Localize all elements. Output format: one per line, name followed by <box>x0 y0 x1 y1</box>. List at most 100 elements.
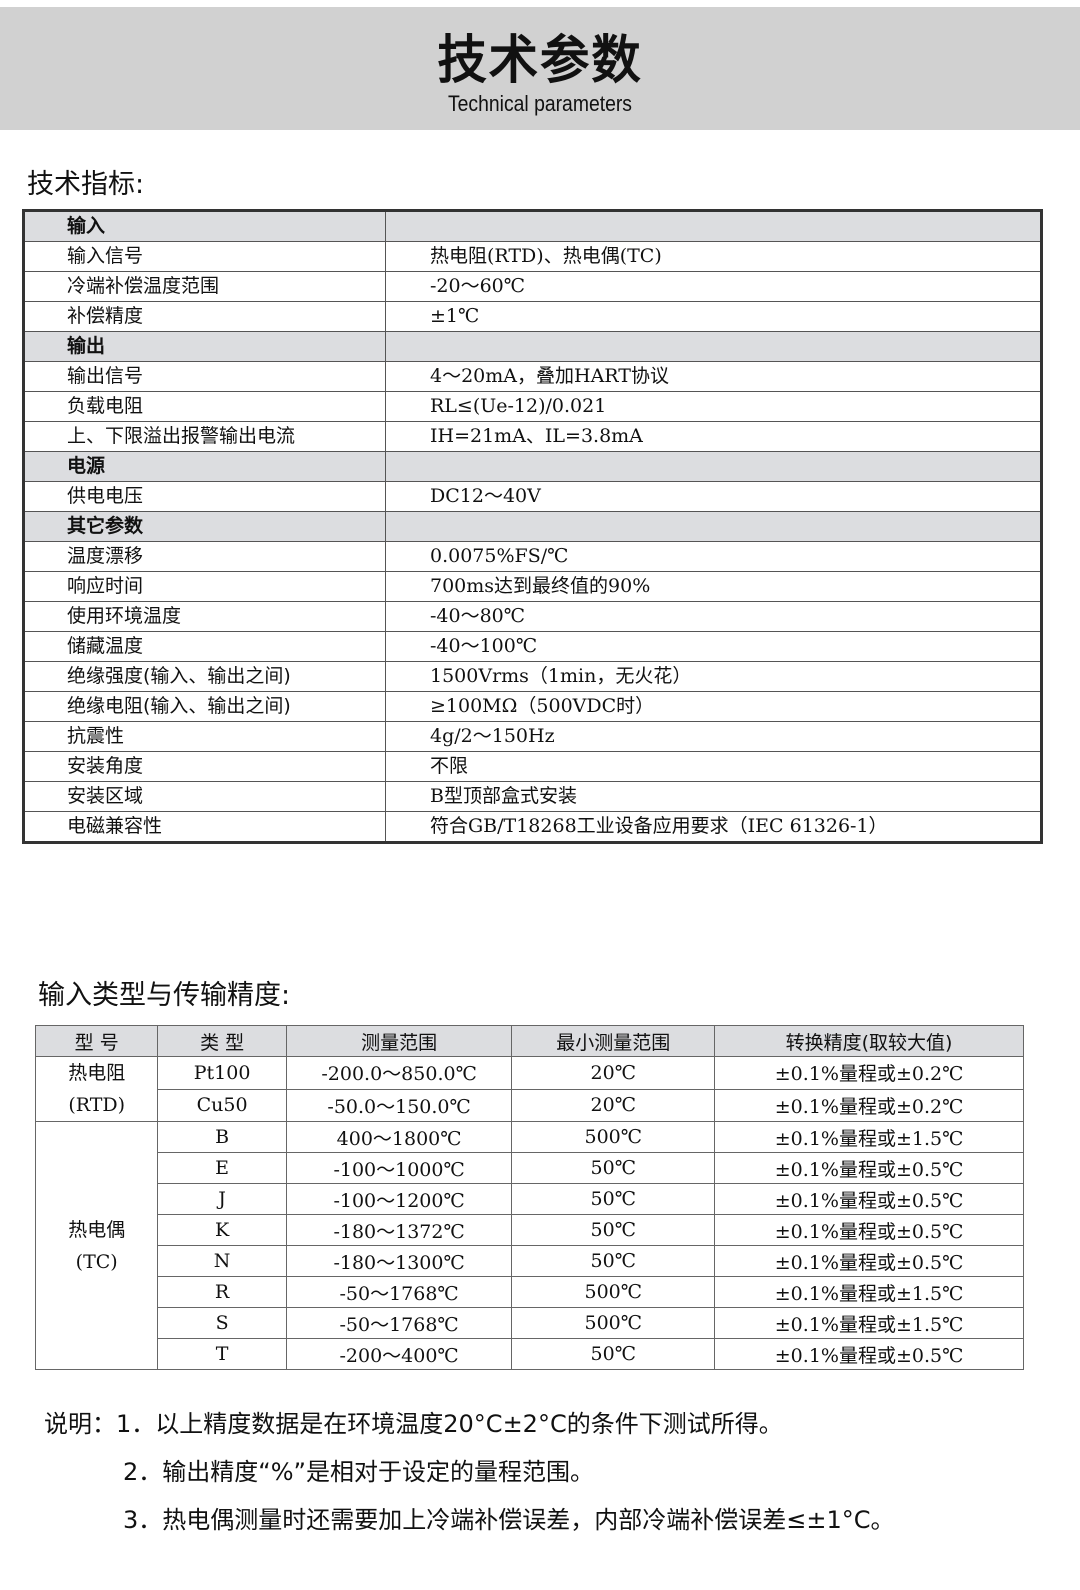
cell: -50～1768℃ <box>285 1307 513 1339</box>
param-value: RL≤(Ue-12)/0.021 <box>385 391 1042 422</box>
cell: N <box>157 1245 287 1277</box>
spec-table: 输入 输入信号 热电阻(RTD)、热电偶(TC) 冷端补偿温度范围 -20～60℃ 补偿精… <box>22 209 1043 844</box>
header-row: 型 号类 型测量范围 最小测量范围 转换精度(取较大值) <box>34 1025 1024 1057</box>
note-3: 3．热电偶测量时还需要加上冷端补偿误差，内部冷端补偿误差≤±1°C。 <box>123 1506 895 1534</box>
table-row: K -180～1372℃ 50℃ ±0.1%量程或±0.5℃ <box>36 1214 1024 1246</box>
group-tc: 热电偶 (TC) <box>34 1121 159 1370</box>
cell: ±0.1%量程或±0.5℃ <box>714 1152 1024 1184</box>
accuracy-heading: 输入类型与传输精度: <box>38 980 291 1011</box>
column-header: 转换精度(取较大值) <box>714 1025 1024 1057</box>
section-row: 输出 <box>23 331 1042 362</box>
table-row: J -100～1200℃ 50℃ ±0.1%量程或±0.5℃ <box>36 1183 1024 1215</box>
cell: -200.0～850.0℃ <box>285 1056 513 1090</box>
cell: Cu50 <box>157 1088 287 1122</box>
cell: 500℃ <box>511 1307 716 1339</box>
param-label: 安装角度 <box>23 751 386 782</box>
cell: ±0.1%量程或±1.5℃ <box>714 1276 1024 1308</box>
param-label: 响应时间 <box>23 571 386 602</box>
param-label: 输入 <box>23 210 386 242</box>
param-value: -40～80℃ <box>385 601 1042 632</box>
table-row: 输入信号 热电阻(RTD)、热电偶(TC) <box>23 241 1042 272</box>
spec-heading: 技术指标: <box>27 169 145 200</box>
column-header: 最小测量范围 <box>511 1025 716 1057</box>
table-row: 上、下限溢出报警输出电流 IH=21mA、IL=3.8mA <box>23 421 1042 452</box>
param-label: 温度漂移 <box>23 541 386 572</box>
table-row: 电磁兼容性 符合GB/T18268工业设备应用要求（IEC 61326-1） <box>23 811 1042 843</box>
cell: ±0.1%量程或±0.5℃ <box>714 1338 1024 1370</box>
cell: ±0.1%量程或±0.5℃ <box>714 1214 1024 1246</box>
cell: R <box>157 1276 287 1308</box>
page-subtitle: Technical parameters <box>447 91 633 116</box>
cell: -50.0～150.0℃ <box>285 1088 513 1122</box>
table-row: 热电阻 (RTD) Pt100 -200.0～850.0℃ 20℃ ±0.1%量程或±0.… <box>34 1056 1024 1122</box>
table-row: N -180～1300℃ 50℃ ±0.1%量程或±0.5℃ <box>36 1245 1024 1277</box>
cell: ±0.1%量程或±0.5℃ <box>714 1183 1024 1215</box>
table-row: E -100～1000℃ 50℃ ±0.1%量程或±0.5℃ <box>36 1152 1024 1184</box>
cell: ±0.1%量程或±0.2℃ <box>714 1088 1024 1122</box>
cell: -200～400℃ <box>285 1338 513 1370</box>
note-1: 说明：1．以上精度数据是在环境温度20°C±2°C的条件下测试所得。 <box>44 1410 783 1438</box>
cell: 50℃ <box>511 1338 716 1370</box>
cell: -50～1768℃ <box>285 1276 513 1308</box>
table-row: T -200～400℃ 50℃ ±0.1%量程或±0.5℃ <box>36 1338 1024 1370</box>
param-label: 冷端补偿温度范围 <box>23 271 386 302</box>
cell: B <box>157 1121 287 1153</box>
column-header: 类 型 <box>157 1025 287 1057</box>
param-value <box>385 451 1042 482</box>
param-label: 其它参数 <box>23 511 386 542</box>
cell: E <box>157 1152 287 1184</box>
table-row: 绝缘强度(输入、输出之间) 1500Vrms（1min，无火花） <box>23 661 1042 692</box>
table-row: R -50～1768℃ 500℃ ±0.1%量程或±1.5℃ <box>36 1276 1024 1308</box>
param-value: 700ms达到最终值的90% <box>385 571 1042 602</box>
cell: S <box>157 1307 287 1339</box>
param-value: 0.0075%FS/℃ <box>385 541 1042 572</box>
table-row: 抗震性 4g/2～150Hz <box>23 721 1042 752</box>
param-label: 绝缘电阻(输入、输出之间) <box>23 691 386 722</box>
param-value: -20～60℃ <box>385 271 1042 302</box>
param-label: 输出 <box>23 331 386 362</box>
param-label: 安装区域 <box>23 781 386 812</box>
param-value: DC12～40V <box>385 481 1042 512</box>
group-sublabel: (RTD) <box>68 1094 126 1116</box>
param-value <box>385 210 1042 242</box>
param-value <box>385 511 1042 542</box>
cell: 50℃ <box>511 1183 716 1215</box>
table-row: 安装角度 不限 <box>23 751 1042 782</box>
table-row: 输出信号 4～20mA，叠加HART协议 <box>23 361 1042 392</box>
param-value: 热电阻(RTD)、热电偶(TC) <box>385 241 1042 272</box>
param-label: 抗震性 <box>23 721 386 752</box>
param-label: 储藏温度 <box>23 631 386 662</box>
note-2: 2．输出精度“%”是相对于设定的量程范围。 <box>123 1458 594 1486</box>
cell: 500℃ <box>511 1276 716 1308</box>
param-value: IH=21mA、IL=3.8mA <box>385 421 1042 452</box>
group-rtd: 热电阻 (RTD) <box>34 1056 159 1122</box>
table-row: 温度漂移 0.0075%FS/℃ <box>23 541 1042 572</box>
table-row: Cu50 -50.0～150.0℃ 20℃ ±0.1%量程或±0.2℃ <box>36 1088 1024 1122</box>
column-header: 测量范围 <box>285 1025 513 1057</box>
param-label: 电磁兼容性 <box>23 811 386 843</box>
table-row: 使用环境温度 -40～80℃ <box>23 601 1042 632</box>
cell: -100～1000℃ <box>285 1152 513 1184</box>
cell: Pt100 <box>157 1056 287 1090</box>
param-value: 符合GB/T18268工业设备应用要求（IEC 61326-1） <box>385 811 1042 843</box>
param-label: 补偿精度 <box>23 301 386 332</box>
cell: T <box>157 1338 287 1370</box>
cell: ±0.1%量程或±0.5℃ <box>714 1245 1024 1277</box>
cell: 500℃ <box>511 1121 716 1153</box>
table-row: 负载电阻 RL≤(Ue-12)/0.021 <box>23 391 1042 422</box>
table-row: 冷端补偿温度范围 -20～60℃ <box>23 271 1042 302</box>
param-value: B型顶部盒式安装 <box>385 781 1042 812</box>
param-value: 4～20mA，叠加HART协议 <box>385 361 1042 392</box>
param-value: 1500Vrms（1min，无火花） <box>385 661 1042 692</box>
param-label: 供电电压 <box>23 481 386 512</box>
cell: ±0.1%量程或±1.5℃ <box>714 1307 1024 1339</box>
param-value: ±1℃ <box>385 301 1042 332</box>
cell: 50℃ <box>511 1152 716 1184</box>
table-row: S -50～1768℃ 500℃ ±0.1%量程或±1.5℃ <box>36 1307 1024 1339</box>
notes: 说明：1．以上精度数据是在环境温度20°C±2°C的条件下测试所得。 2．输出精… <box>44 1400 895 1544</box>
cell: J <box>157 1183 287 1215</box>
group-label: 热电偶 <box>68 1218 126 1241</box>
title-banner: 技术参数 Technical parameters <box>0 7 1080 130</box>
table-row: 热电偶 (TC) B 400～1800℃ 500℃ ±0.1%量程或±1.5℃ <box>34 1121 1024 1370</box>
column-header: 型 号 <box>34 1025 159 1057</box>
